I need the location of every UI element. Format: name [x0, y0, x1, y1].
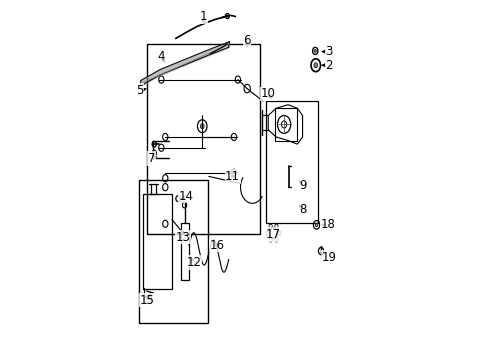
Text: 12: 12	[186, 256, 202, 269]
Bar	[142, 194, 172, 289]
Text: 13: 13	[176, 231, 190, 244]
Bar	[146, 44, 260, 234]
Text: 3: 3	[325, 45, 332, 58]
Text: 14: 14	[178, 190, 193, 203]
Circle shape	[315, 223, 317, 226]
Text: 1: 1	[200, 10, 207, 23]
Text: 8: 8	[298, 203, 305, 216]
Circle shape	[313, 63, 317, 68]
Bar	[265, 101, 318, 223]
Bar	[143, 296, 151, 303]
Circle shape	[200, 124, 203, 129]
Circle shape	[314, 49, 316, 52]
Text: 4: 4	[157, 50, 165, 63]
Text: 5: 5	[136, 84, 143, 97]
Text: 2: 2	[325, 59, 332, 72]
Text: 7: 7	[147, 152, 155, 165]
Bar	[180, 223, 188, 280]
Text: 16: 16	[209, 239, 224, 252]
Text: 11: 11	[224, 170, 240, 183]
Text: 15: 15	[139, 294, 154, 307]
Text: 19: 19	[321, 251, 336, 264]
Text: 18: 18	[320, 218, 334, 231]
Text: 17: 17	[265, 228, 281, 241]
Text: 10: 10	[260, 87, 275, 100]
Text: 6: 6	[243, 33, 250, 47]
Bar	[139, 180, 207, 323]
Text: 9: 9	[298, 179, 305, 192]
